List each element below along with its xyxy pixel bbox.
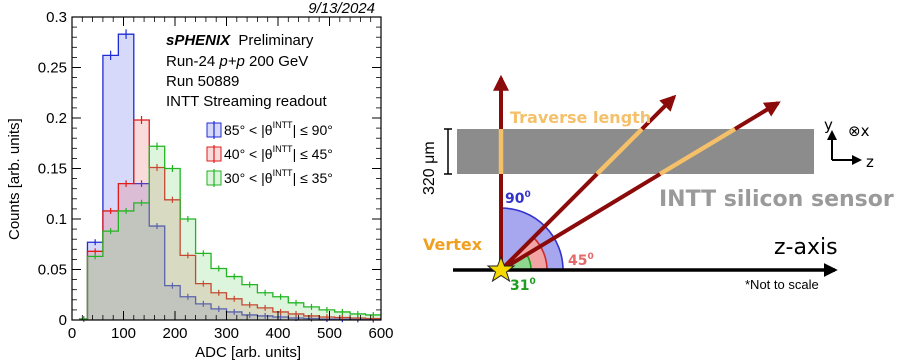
- legend-label-sup: INTT: [273, 120, 293, 130]
- legend-label-right: | ≤ 35°: [293, 170, 333, 186]
- angle-45-degree: 0: [587, 252, 593, 262]
- status-label: Preliminary: [238, 32, 314, 49]
- plot-date: 9/13/2024: [308, 0, 375, 17]
- angle-45-value: 45: [568, 253, 587, 269]
- angle-31-label: 310: [510, 277, 536, 294]
- coord-z-label: z: [866, 153, 874, 171]
- run-info-energy: 200 GeV: [245, 53, 308, 70]
- angle-31-value: 31: [510, 278, 529, 294]
- series-1: [79, 116, 381, 322]
- run-info-prefix: Run-24: [166, 53, 219, 70]
- series-2-fill: [79, 146, 381, 320]
- traverse-segment-31: [658, 127, 737, 176]
- y-tick-label: 0.2: [46, 110, 67, 127]
- legend-label: 40° < |θINTT| ≤ 45°: [224, 144, 333, 162]
- series-0: [79, 29, 381, 323]
- angle-90-degree: 0: [524, 190, 530, 200]
- axis-ticks: 0 100 200 300 400 500 600 0 0.05 0.1 0.15 0.2 0.25 0.…: [38, 9, 394, 342]
- not-to-scale-note: *Not to scale: [745, 277, 819, 292]
- legend-label-sup: INTT: [273, 168, 293, 178]
- legend-label-right: | ≤ 45°: [293, 146, 333, 162]
- x-tick-label: 200: [162, 325, 187, 342]
- experiment-label: sPHENIX Preliminary: [166, 32, 314, 49]
- series-1-outline: [79, 119, 381, 320]
- y-tick-label: 0.3: [46, 9, 67, 26]
- legend-label-sup: INTT: [273, 144, 293, 154]
- y-tick-label: 0.15: [38, 161, 67, 178]
- y-tick-label: 0.1: [46, 211, 67, 228]
- x-tick-label: 400: [265, 325, 290, 342]
- legend-label: 30° < |θINTT| ≤ 35°: [224, 168, 333, 186]
- z-axis-label: z-axis: [774, 235, 838, 260]
- coord-y-label: y: [824, 116, 833, 134]
- intt-geometry-diagram: Traverse length 320 μm INTT silicon sens…: [421, 74, 894, 294]
- legend-entry-2: 30° < |θINTT| ≤ 35°: [206, 168, 333, 187]
- angle-31-degree: 0: [529, 277, 535, 287]
- traverse-segment-45: [595, 127, 644, 176]
- y-axis-label: Counts [arb. units]: [6, 118, 23, 240]
- histogram-bars: [79, 29, 381, 323]
- series-1-fill: [79, 120, 381, 321]
- run-info-system: p+p: [218, 53, 244, 70]
- legend-label-right: | ≤ 90°: [293, 122, 333, 138]
- experiment-name: sPHENIX: [166, 32, 231, 49]
- series-2-outline: [79, 145, 381, 320]
- track-45-arrow: [499, 94, 677, 272]
- sensor-thickness-label: 320 μm: [421, 141, 438, 195]
- legend-entry-1: 40° < |θINTT| ≤ 45°: [206, 144, 333, 163]
- x-tick-label: 0: [68, 325, 76, 342]
- legend-label-left: 30° < |θ: [224, 170, 273, 186]
- legend-entry-0: 85° < |θINTT| ≤ 90°: [206, 120, 333, 139]
- series-2: [79, 142, 381, 322]
- adc-histogram: 0 100 200 300 400 500 600 0 0.05 0.1 0.15 0.2 0.25 0.…: [6, 0, 394, 361]
- angle-90-label: 900: [505, 190, 531, 207]
- y-tick-label: 0.05: [38, 262, 67, 279]
- readout-label: INTT Streaming readout: [166, 93, 327, 110]
- series-0-fill: [79, 34, 381, 321]
- vertex-star: [486, 255, 516, 283]
- y-tick-label: 0: [59, 312, 67, 329]
- x-tick-label: 100: [111, 325, 136, 342]
- coord-x-label: ⊗x: [848, 122, 870, 140]
- x-tick-label: 300: [214, 325, 239, 342]
- vertex-label: Vertex: [423, 235, 483, 254]
- legend-label-left: 85° < |θ: [224, 122, 273, 138]
- sensor-label: INTT silicon sensor: [659, 187, 894, 212]
- angle-45-label: 450: [568, 252, 594, 269]
- x-axis-label: ADC [arb. units]: [195, 344, 301, 361]
- legend-label: 85° < |θINTT| ≤ 90°: [224, 120, 333, 138]
- series-0-outline: [79, 33, 381, 321]
- angle-90-value: 90: [505, 191, 525, 207]
- legend-label-left: 40° < |θ: [224, 146, 273, 162]
- legend: 85° < |θINTT| ≤ 90°40° < |θINTT| ≤ 45°30…: [206, 120, 333, 187]
- run-info: Run-24 p+p 200 GeV: [166, 53, 308, 70]
- y-tick-label: 0.25: [38, 60, 67, 77]
- traverse-length-label: Traverse length: [510, 108, 651, 127]
- run-number: Run 50889: [166, 73, 239, 90]
- x-tick-label: 500: [317, 325, 342, 342]
- x-tick-label: 600: [368, 325, 393, 342]
